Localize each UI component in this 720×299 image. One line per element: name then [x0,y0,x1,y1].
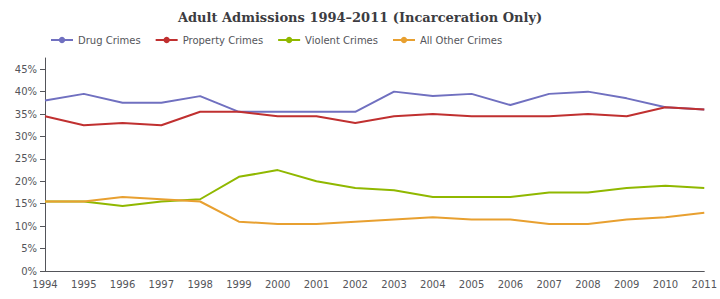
svg-text:40%: 40% [15,86,37,97]
svg-text:1994: 1994 [32,279,57,290]
svg-text:0%: 0% [21,266,37,277]
svg-text:2000: 2000 [265,279,290,290]
svg-text:5%: 5% [21,243,37,254]
svg-text:Adult Admissions 1994–2011 (In: Adult Admissions 1994–2011 (Incarceratio… [177,10,542,25]
svg-text:2004: 2004 [420,279,445,290]
svg-text:20%: 20% [15,176,37,187]
svg-text:10%: 10% [15,221,37,232]
svg-text:1995: 1995 [71,279,96,290]
svg-text:1997: 1997 [149,279,174,290]
svg-text:Drug Crimes: Drug Crimes [78,35,141,46]
svg-text:All Other Crimes: All Other Crimes [420,35,502,46]
svg-text:2008: 2008 [575,279,600,290]
svg-text:1999: 1999 [226,279,251,290]
svg-text:25%: 25% [15,153,37,164]
svg-text:35%: 35% [15,109,37,120]
svg-text:45%: 45% [15,64,37,75]
svg-text:2009: 2009 [614,279,639,290]
svg-text:2002: 2002 [343,279,368,290]
svg-text:1998: 1998 [187,279,212,290]
svg-text:2007: 2007 [536,279,561,290]
svg-text:2011: 2011 [692,279,717,290]
svg-text:15%: 15% [15,198,37,209]
svg-text:2001: 2001 [304,279,329,290]
svg-text:2005: 2005 [459,279,484,290]
svg-text:2010: 2010 [653,279,678,290]
svg-text:2003: 2003 [381,279,406,290]
svg-text:Property Crimes: Property Crimes [183,35,263,46]
svg-text:2006: 2006 [498,279,523,290]
svg-text:30%: 30% [15,131,37,142]
svg-text:Violent Crimes: Violent Crimes [305,35,378,46]
svg-text:1996: 1996 [110,279,135,290]
